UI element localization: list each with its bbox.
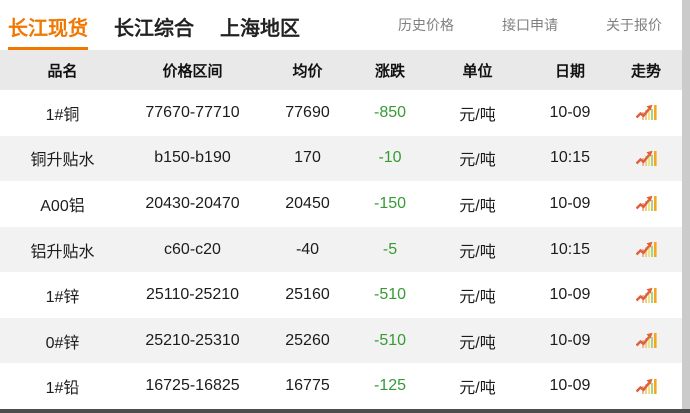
trend-cell — [610, 104, 682, 121]
unit-cell: 元/吨 — [459, 106, 496, 124]
trend-chart-icon[interactable] — [635, 378, 657, 395]
product-name-cell: 1#铜 — [45, 106, 80, 124]
link-about-quotes[interactable]: 关于报价 — [606, 17, 662, 33]
column-header-trend: 走势 — [630, 62, 661, 80]
average-price-cell: 20450 — [285, 194, 330, 212]
trend-cell — [610, 241, 682, 258]
table-row: 铜升贴水 b150-b190 170 -10 元/吨 10:15 — [0, 135, 682, 182]
tab-changjiang-composite[interactable]: 长江综合 — [114, 18, 194, 40]
average-price-cell: 25160 — [285, 286, 330, 304]
date-cell: 10-09 — [549, 194, 591, 212]
price-change-cell: -125 — [373, 377, 407, 395]
unit-cell: 元/吨 — [459, 380, 496, 398]
average-price-cell: 25260 — [285, 331, 330, 349]
trend-chart-icon[interactable] — [635, 150, 657, 167]
product-name-cell: 0#锌 — [45, 334, 80, 352]
price-change-cell: -510 — [373, 331, 407, 349]
table-row: 1#铅 16725-16825 16775 -125 元/吨 10-09 — [0, 363, 682, 410]
column-header-average: 均价 — [292, 62, 323, 80]
trend-cell — [610, 195, 682, 212]
product-name-cell: 1#铅 — [45, 380, 80, 398]
product-name-cell: 铜升贴水 — [30, 152, 95, 170]
trend-chart-icon[interactable] — [635, 241, 657, 258]
price-change-cell: -150 — [373, 194, 407, 212]
tab-shanghai-region[interactable]: 上海地区 — [220, 18, 300, 40]
column-header-product: 品名 — [47, 62, 78, 80]
trend-chart-icon[interactable] — [635, 287, 657, 304]
trend-chart-icon[interactable] — [635, 195, 657, 212]
trend-cell — [610, 287, 682, 304]
average-price-cell: 170 — [294, 149, 321, 167]
table-row: A00铝 20430-20470 20450 -150 元/吨 10-09 — [0, 181, 682, 227]
scrollbar-track[interactable] — [682, 0, 690, 413]
date-cell: 10-09 — [549, 286, 591, 304]
column-header-change: 涨跌 — [374, 62, 405, 80]
price-range-cell: 25110-25210 — [145, 286, 240, 304]
unit-cell: 元/吨 — [459, 197, 496, 215]
column-header-price-range: 价格区间 — [162, 62, 223, 80]
price-range-cell: 25210-25310 — [145, 331, 240, 349]
date-cell: 10-09 — [549, 377, 591, 395]
average-price-cell: 16775 — [285, 377, 330, 395]
link-api-application[interactable]: 接口申请 — [502, 17, 558, 33]
date-cell: 10-09 — [549, 103, 591, 121]
average-price-cell: -40 — [295, 240, 320, 258]
top-nav: 长江现货 长江综合 上海地区 历史价格 接口申请 关于报价 — [0, 0, 682, 50]
unit-cell: 元/吨 — [459, 152, 496, 170]
date-cell: 10:15 — [549, 149, 591, 167]
table-row: 1#锌 25110-25210 25160 -510 元/吨 10-09 — [0, 272, 682, 318]
table-header: 品名 价格区间 均价 涨跌 单位 日期 走势 — [0, 50, 682, 90]
bottom-border — [0, 409, 690, 413]
product-name-cell: A00铝 — [40, 197, 85, 215]
unit-cell: 元/吨 — [459, 289, 496, 307]
trend-cell — [610, 332, 682, 349]
price-change-cell: -510 — [373, 286, 407, 304]
trend-chart-icon[interactable] — [635, 332, 657, 349]
nav-links: 历史价格 接口申请 关于报价 — [350, 0, 682, 50]
price-change-cell: -850 — [373, 103, 407, 121]
unit-cell: 元/吨 — [459, 243, 496, 261]
price-range-cell: 77670-77710 — [145, 103, 240, 121]
column-header-unit: 单位 — [462, 62, 493, 80]
date-cell: 10:15 — [549, 240, 591, 258]
price-range-cell: c60-c20 — [164, 240, 221, 258]
table-body: 1#铜 77670-77710 77690 -850 元/吨 10-09 — [0, 90, 682, 410]
product-name-cell: 铝升贴水 — [30, 243, 95, 261]
tab-changjiang-spot[interactable]: 长江现货 — [8, 0, 88, 50]
date-cell: 10-09 — [549, 331, 591, 349]
price-range-cell: 20430-20470 — [145, 194, 240, 212]
table-row: 1#铜 77670-77710 77690 -850 元/吨 10-09 — [0, 90, 682, 136]
price-range-cell: b150-b190 — [154, 149, 231, 167]
trend-chart-icon[interactable] — [635, 104, 657, 121]
nav-tabs: 长江现货 长江综合 上海地区 — [0, 0, 326, 50]
column-header-date: 日期 — [554, 62, 585, 80]
table-row: 铝升贴水 c60-c20 -40 -5 元/吨 10:15 — [0, 226, 682, 273]
link-history-price[interactable]: 历史价格 — [398, 17, 454, 33]
product-name-cell: 1#锌 — [45, 289, 80, 307]
price-change-cell: -5 — [382, 240, 398, 258]
table-row: 0#锌 25210-25310 25260 -510 元/吨 10-09 — [0, 317, 682, 364]
price-range-cell: 16725-16825 — [145, 377, 240, 395]
average-price-cell: 77690 — [285, 103, 330, 121]
unit-cell: 元/吨 — [459, 334, 496, 352]
trend-cell — [610, 150, 682, 167]
price-change-cell: -10 — [378, 149, 402, 167]
trend-cell — [610, 378, 682, 395]
